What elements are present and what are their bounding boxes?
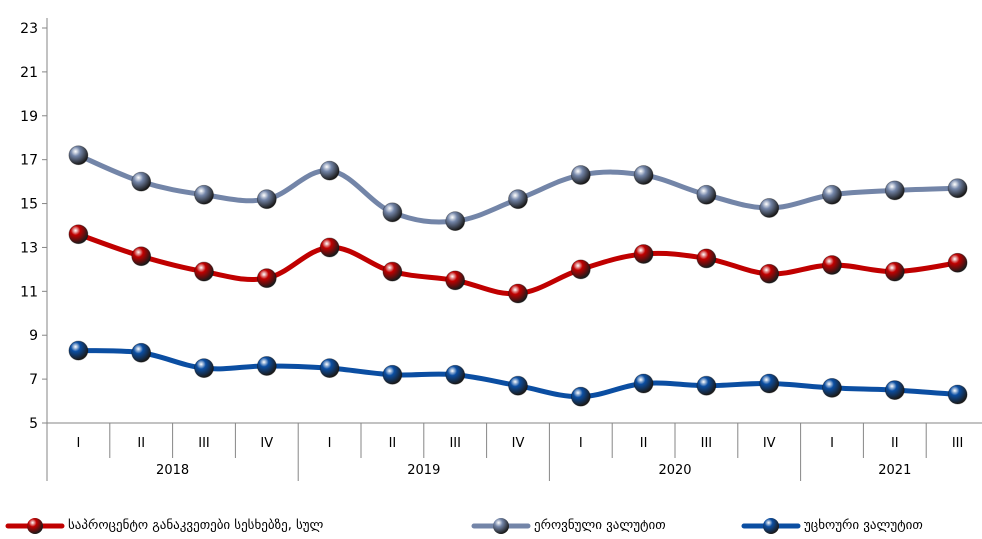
series-0-point	[445, 270, 466, 291]
y-tick-label: 7	[29, 372, 38, 388]
legend-swatch-foreign	[741, 518, 801, 534]
series-2-point	[696, 375, 717, 396]
x-tick-label: III	[701, 436, 713, 451]
series-1-point	[822, 184, 842, 205]
x-year-label: 2021	[878, 463, 911, 478]
x-tick-label: IV	[260, 436, 273, 451]
x-tick-label: I	[76, 436, 80, 451]
y-tick-label: 13	[20, 240, 38, 256]
series-0-point	[68, 224, 89, 245]
series-2-point	[131, 342, 152, 363]
x-tick-label: IV	[763, 436, 776, 451]
series-1-point	[194, 184, 214, 205]
x-tick-label: II	[640, 436, 648, 451]
series-1-point	[570, 165, 591, 185]
series-0-point	[696, 248, 717, 269]
series-2-point	[570, 386, 591, 407]
series-0-point	[633, 244, 654, 264]
y-tick-label: 9	[29, 328, 38, 344]
x-year-label: 2020	[658, 463, 691, 478]
x-tick-label: II	[891, 436, 899, 451]
series-1-point	[508, 189, 528, 210]
series-2-point	[256, 356, 277, 376]
y-tick-label: 5	[29, 416, 38, 432]
legend-point-mark	[27, 518, 43, 534]
y-tick-label: 15	[20, 197, 38, 213]
y-tick-label: 11	[20, 284, 38, 300]
series-0-point	[319, 237, 340, 258]
series-1-point	[633, 165, 654, 185]
y-tick-label: 21	[20, 65, 38, 81]
x-tick-label: III	[449, 436, 461, 451]
series-2-point	[445, 364, 466, 385]
chart-series-points	[68, 145, 968, 407]
series-2-point	[68, 340, 89, 361]
x-tick-label: III	[952, 436, 964, 451]
series-1-point	[256, 189, 277, 210]
series-1-point	[131, 171, 152, 192]
series-0-point	[508, 283, 528, 304]
legend-point-mark	[493, 518, 509, 534]
x-tick-label: II	[389, 436, 397, 451]
series-0-point	[822, 255, 842, 275]
y-tick-label: 19	[20, 109, 38, 125]
series-0-point	[194, 261, 214, 282]
series-1-point	[319, 160, 340, 181]
legend-swatch-national	[471, 518, 531, 534]
series-0-point	[382, 261, 403, 282]
legend-point-mark	[763, 518, 779, 534]
x-tick-label: I	[328, 436, 332, 451]
y-tick-label: 23	[20, 21, 38, 37]
y-tick-label: 17	[20, 153, 38, 169]
series-1-point	[696, 184, 717, 205]
x-tick-label: I	[579, 436, 583, 451]
x-tick-label: I	[830, 436, 834, 451]
series-2-point	[319, 358, 340, 379]
series-1-point	[68, 145, 89, 166]
series-2-point	[194, 358, 214, 379]
series-1-point	[382, 202, 403, 223]
chart-legend: საპროცენტო განაკვეთები სესხებზე, სულ ერო…	[0, 514, 982, 539]
series-0-point	[884, 261, 905, 282]
series-2-point	[947, 384, 968, 405]
series-2-point	[822, 377, 842, 398]
series-2-point	[508, 375, 528, 396]
legend-label-foreign: უცხოური ვალუტით	[804, 518, 923, 533]
x-tick-label: III	[198, 436, 210, 451]
series-0-point	[256, 268, 277, 289]
legend-label-total: საპროცენტო განაკვეთები სესხებზე, სულ	[68, 518, 324, 533]
series-2-point	[884, 380, 905, 400]
series-1-point	[759, 198, 780, 218]
series-2-point	[759, 373, 780, 394]
x-tick-label: IV	[512, 436, 525, 451]
series-1-point	[445, 211, 466, 232]
series-0-point	[947, 252, 968, 273]
legend-swatch-total	[5, 518, 65, 534]
series-1-point	[947, 178, 968, 199]
x-year-label: 2019	[407, 463, 440, 478]
series-0-point	[570, 259, 591, 280]
series-2-point	[382, 364, 403, 385]
series-0-point	[759, 263, 780, 284]
legend-label-national: ეროვნული ვალუტით	[534, 518, 666, 533]
series-0-point	[131, 246, 152, 267]
series-2-point	[633, 373, 654, 394]
x-tick-label: II	[137, 436, 145, 451]
series-1-point	[884, 180, 905, 201]
x-year-label: 2018	[156, 463, 189, 478]
